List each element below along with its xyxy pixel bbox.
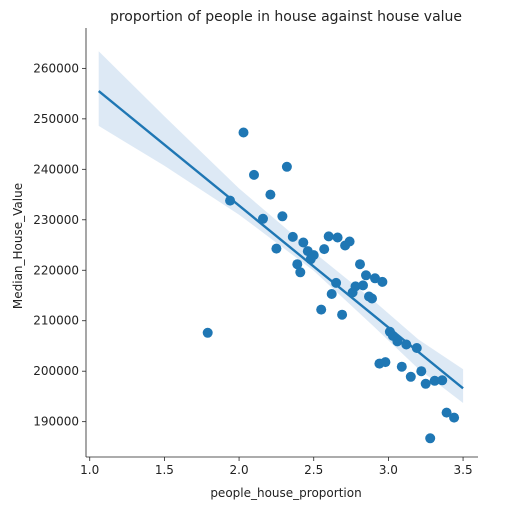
- scatter-point: [287, 231, 298, 242]
- x-ticks: 1.0 1.5 2.0 2.5 3.0 3.5: [80, 457, 473, 477]
- y-tick-label: 230000: [33, 213, 79, 227]
- scatter-point: [292, 259, 303, 270]
- scatter-point: [277, 211, 288, 222]
- y-tick-label: 240000: [33, 162, 79, 176]
- scatter-point: [401, 339, 412, 350]
- scatter-point: [380, 357, 391, 368]
- x-tick-label: 1.0: [80, 463, 99, 477]
- scatter-point: [202, 327, 213, 338]
- scatter-point: [308, 250, 319, 261]
- scatter-point: [332, 232, 343, 243]
- scatter-point: [429, 375, 440, 386]
- scatter-point: [295, 267, 306, 278]
- scatter-point: [238, 127, 249, 138]
- scatter-point: [265, 189, 276, 200]
- scatter-point: [316, 304, 327, 315]
- scatter-point: [449, 412, 460, 423]
- scatter-point: [355, 259, 365, 270]
- x-tick-label: 3.0: [379, 463, 398, 477]
- scatter-point: [225, 195, 236, 206]
- scatter-point: [281, 161, 292, 172]
- y-tick-label: 210000: [33, 314, 79, 328]
- scatter-point: [326, 289, 337, 299]
- y-tick-label: 200000: [33, 364, 79, 378]
- scatter-point: [441, 407, 452, 418]
- axes-layer: [85, 28, 478, 458]
- scatter-point: [337, 309, 348, 320]
- scatter-point: [416, 366, 427, 377]
- scatter-point: [344, 236, 355, 247]
- scatter-point: [377, 276, 388, 287]
- scatter-point: [437, 375, 448, 386]
- scatter-point: [392, 336, 403, 347]
- scatter-point: [420, 378, 431, 389]
- y-ticks: 190000 200000 210000 220000 230000 240000 2500…: [33, 61, 86, 429]
- scatter-point: [249, 169, 259, 180]
- y-tick-label: 260000: [33, 61, 79, 75]
- scatter-point: [425, 433, 436, 444]
- scatter-point: [411, 343, 422, 353]
- y-tick-label: 220000: [33, 263, 79, 277]
- x-tick-label: 2.0: [230, 463, 249, 477]
- y-tick-label: 250000: [33, 112, 79, 126]
- y-axis-label: Median_House_Value: [11, 183, 25, 309]
- scatter-point: [358, 280, 368, 291]
- scatter-point: [370, 273, 380, 284]
- x-axis-label: people_house_proportion: [210, 486, 361, 500]
- scatter-point: [396, 361, 407, 372]
- scatter-point: [319, 244, 330, 255]
- chart-title: proportion of people in house against ho…: [110, 9, 462, 25]
- scatter-point: [298, 237, 309, 248]
- y-tick-label: 190000: [33, 415, 79, 429]
- x-tick-label: 3.5: [454, 463, 473, 477]
- regression-line-layer: [97, 90, 464, 390]
- scatter-point: [405, 371, 416, 382]
- confidence-band-layer: [98, 51, 464, 403]
- scatter-point: [350, 281, 361, 292]
- points-layer: [202, 127, 460, 444]
- scatter-point: [361, 270, 371, 281]
- confidence-band: [98, 51, 464, 403]
- scatter-point: [323, 231, 334, 242]
- scatter-point: [271, 243, 282, 254]
- x-tick-label: 1.5: [155, 463, 174, 477]
- regression-line: [97, 90, 464, 390]
- scatter-point: [331, 277, 342, 288]
- scatter-point: [367, 293, 377, 304]
- scatter-point: [258, 213, 268, 224]
- x-tick-label: 2.5: [304, 463, 323, 477]
